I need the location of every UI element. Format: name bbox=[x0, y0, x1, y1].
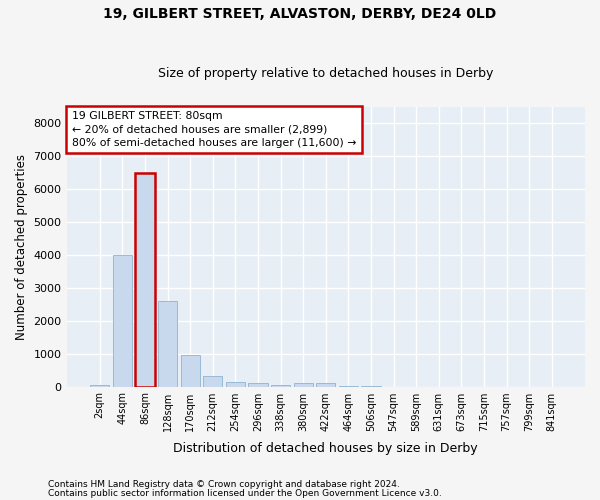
Bar bbox=[316, 383, 335, 386]
Title: Size of property relative to detached houses in Derby: Size of property relative to detached ho… bbox=[158, 66, 493, 80]
X-axis label: Distribution of detached houses by size in Derby: Distribution of detached houses by size … bbox=[173, 442, 478, 455]
Bar bbox=[226, 382, 245, 386]
Bar bbox=[158, 301, 177, 386]
Y-axis label: Number of detached properties: Number of detached properties bbox=[15, 154, 28, 340]
Text: Contains HM Land Registry data © Crown copyright and database right 2024.: Contains HM Land Registry data © Crown c… bbox=[48, 480, 400, 489]
Bar bbox=[113, 255, 132, 386]
Text: 19 GILBERT STREET: 80sqm
← 20% of detached houses are smaller (2,899)
80% of sem: 19 GILBERT STREET: 80sqm ← 20% of detach… bbox=[72, 111, 356, 148]
Text: Contains public sector information licensed under the Open Government Licence v3: Contains public sector information licen… bbox=[48, 488, 442, 498]
Bar bbox=[248, 383, 268, 386]
Text: 19, GILBERT STREET, ALVASTON, DERBY, DE24 0LD: 19, GILBERT STREET, ALVASTON, DERBY, DE2… bbox=[103, 8, 497, 22]
Bar bbox=[136, 173, 155, 386]
Bar bbox=[293, 383, 313, 386]
Bar bbox=[181, 356, 200, 386]
Bar bbox=[203, 376, 223, 386]
Bar bbox=[271, 385, 290, 386]
Bar bbox=[90, 385, 109, 386]
